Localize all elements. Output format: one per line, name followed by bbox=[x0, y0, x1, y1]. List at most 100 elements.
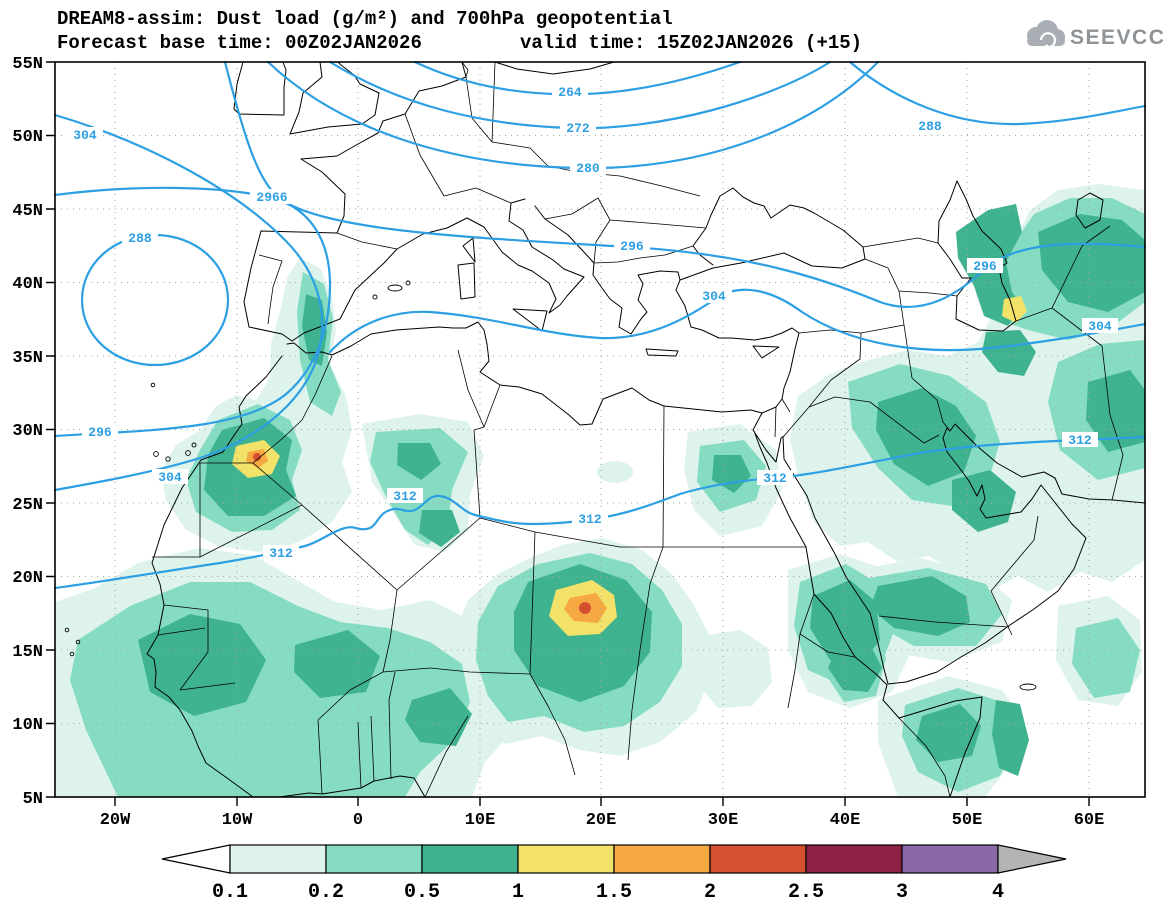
valid-time: valid time: 15Z02JAN2026 (+15) bbox=[520, 32, 862, 54]
dust-region bbox=[1086, 370, 1145, 452]
colorbar-right-arrow bbox=[997, 844, 1067, 874]
svg-text:288: 288 bbox=[918, 119, 942, 134]
contour-label: 296 bbox=[614, 238, 650, 254]
seevccc-logo-text: SEEVCCC bbox=[1070, 26, 1165, 49]
lat-label: 15N bbox=[12, 643, 43, 662]
svg-text:304: 304 bbox=[1088, 319, 1112, 334]
x-axis-labels: 20W 10W 0 10E 20E 30E 40E 50E 60E bbox=[100, 811, 1105, 830]
svg-text:312: 312 bbox=[578, 512, 602, 527]
dust-region bbox=[698, 630, 772, 708]
svg-text:2966: 2966 bbox=[256, 190, 287, 205]
coastline-europe-atlantic bbox=[243, 61, 615, 342]
colorbar-segment bbox=[805, 844, 903, 874]
colorbar-label: 0.5 bbox=[404, 881, 440, 904]
contour-label: 312 bbox=[757, 470, 793, 486]
lat-label: 10N bbox=[12, 716, 43, 735]
colorbar-segment bbox=[421, 844, 519, 874]
chart-title: DREAM8-assim: Dust load (g/m²) and 700hP… bbox=[57, 8, 673, 30]
borders-africa bbox=[152, 349, 951, 798]
svg-text:296: 296 bbox=[620, 239, 644, 254]
lat-label: 40N bbox=[12, 275, 43, 294]
svg-text:312: 312 bbox=[763, 471, 787, 486]
contour-label: 304 bbox=[1082, 318, 1118, 334]
contour-288-northeast bbox=[848, 60, 1147, 126]
lat-label: 25N bbox=[12, 496, 43, 515]
dust-region bbox=[397, 443, 441, 480]
colorbar-label: 2.5 bbox=[788, 881, 824, 904]
contour-label: 280 bbox=[570, 160, 606, 176]
lon-label: 30E bbox=[708, 811, 739, 830]
coastline-turkey-levant-northafrica bbox=[286, 279, 800, 426]
coastline-black-sea bbox=[692, 187, 866, 269]
colorbar-segment bbox=[901, 844, 999, 874]
contour-label: 288 bbox=[912, 118, 948, 134]
colorbar-segment bbox=[613, 844, 711, 874]
svg-text:288: 288 bbox=[128, 231, 152, 246]
contour-labels: 304 288 2966 296 304 264 272 280 288 296… bbox=[67, 84, 1118, 561]
borders-europe bbox=[258, 61, 707, 325]
colorbar-label: 4 bbox=[992, 881, 1004, 904]
dust-region bbox=[1038, 214, 1145, 312]
colorbar: 0.1 0.2 0.5 1 1.5 2 2.5 3 4 bbox=[161, 844, 1067, 904]
lon-label: 0 bbox=[353, 811, 363, 830]
svg-text:264: 264 bbox=[558, 85, 582, 100]
lat-label: 35N bbox=[12, 349, 43, 368]
lon-label: 10W bbox=[222, 811, 253, 830]
lat-label: 55N bbox=[12, 55, 43, 74]
lat-label: 30N bbox=[12, 422, 43, 441]
contour-label: 304 bbox=[152, 469, 188, 485]
dust-region bbox=[138, 614, 266, 716]
contour-label: 264 bbox=[552, 84, 588, 100]
dust-fill-level-2 bbox=[253, 453, 591, 614]
dust-region bbox=[405, 688, 472, 746]
x-axis-ticks bbox=[114, 797, 1090, 806]
dust-region bbox=[828, 640, 882, 692]
dust-region bbox=[876, 388, 976, 486]
contour-label: 304 bbox=[696, 288, 732, 304]
svg-text:296: 296 bbox=[88, 425, 112, 440]
dust-region bbox=[597, 461, 633, 483]
coastline-mediterranean-north bbox=[291, 198, 714, 342]
y-axis-ticks bbox=[46, 61, 55, 798]
contour-288-atlantic-low bbox=[80, 233, 230, 367]
contour-label: 312 bbox=[387, 488, 423, 504]
colorbar-label: 0.1 bbox=[212, 881, 248, 904]
colorbar-label: 1.5 bbox=[596, 881, 632, 904]
lat-label: 50N bbox=[12, 128, 43, 147]
contour-label: 312 bbox=[1062, 432, 1098, 448]
svg-text:272: 272 bbox=[566, 121, 590, 136]
colorbar-label: 2 bbox=[704, 881, 716, 904]
colorbar-label: 1 bbox=[512, 881, 524, 904]
small-islands bbox=[64, 280, 1037, 691]
svg-text:296: 296 bbox=[973, 259, 997, 274]
dust-region bbox=[253, 453, 261, 461]
lon-label: 40E bbox=[830, 811, 861, 830]
colorbar-label: 3 bbox=[896, 881, 908, 904]
seevccc-cloud-icon bbox=[1027, 20, 1065, 49]
lon-label: 20E bbox=[586, 811, 617, 830]
contour-296-atlantic bbox=[53, 186, 332, 438]
contour-312 bbox=[53, 435, 1147, 590]
dust-region bbox=[1002, 296, 1027, 323]
lon-label: 60E bbox=[1074, 811, 1105, 830]
y-axis-labels: 55N 50N 45N 40N 35N 30N 25N 20N 15N 10N … bbox=[12, 55, 43, 809]
contour-label: 312 bbox=[263, 545, 299, 561]
coastline-arabia-gulf-iran bbox=[782, 423, 1146, 685]
lat-label: 20N bbox=[12, 569, 43, 588]
contour-label: 272 bbox=[560, 120, 596, 136]
dust-region bbox=[982, 330, 1036, 376]
colorbar-segment bbox=[325, 844, 423, 874]
svg-text:304: 304 bbox=[73, 128, 97, 143]
forecast-base-time: Forecast base time: 00Z02JAN2026 bbox=[57, 32, 422, 54]
lon-label: 20W bbox=[100, 811, 131, 830]
lat-label: 5N bbox=[23, 790, 43, 809]
svg-text:312: 312 bbox=[1068, 433, 1092, 448]
colorbar-labels: 0.1 0.2 0.5 1 1.5 2 2.5 3 4 bbox=[212, 881, 1004, 904]
dust-fill-level-0.5 bbox=[138, 204, 1145, 776]
colorbar-segment bbox=[709, 844, 807, 874]
svg-text:312: 312 bbox=[269, 546, 293, 561]
borders-middle-east bbox=[774, 225, 1124, 636]
colorbar-segment bbox=[229, 844, 327, 874]
colorbar-segment bbox=[517, 844, 615, 874]
